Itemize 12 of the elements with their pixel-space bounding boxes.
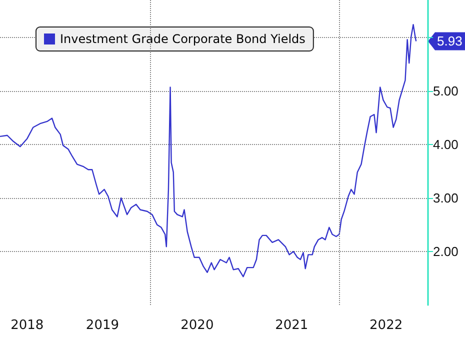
text: 5.93 (437, 34, 462, 49)
y-tick-label: 5.00 (433, 83, 458, 98)
y-tick-label: 4.00 (433, 136, 458, 152)
x-tick-label: 2022 (370, 318, 403, 333)
line-series (0, 24, 417, 278)
x-tick-label: 2021 (275, 318, 308, 333)
x-tick-label: 2020 (180, 318, 214, 333)
x-tick-label: 2019 (86, 318, 120, 333)
y-tick-label: 3.00 (433, 190, 458, 206)
x-tick-label: 2018 (10, 318, 44, 333)
y-tick-label: 2.00 (433, 244, 458, 259)
legend-label: Investment Grade Corporate Bond Yields (60, 32, 306, 46)
